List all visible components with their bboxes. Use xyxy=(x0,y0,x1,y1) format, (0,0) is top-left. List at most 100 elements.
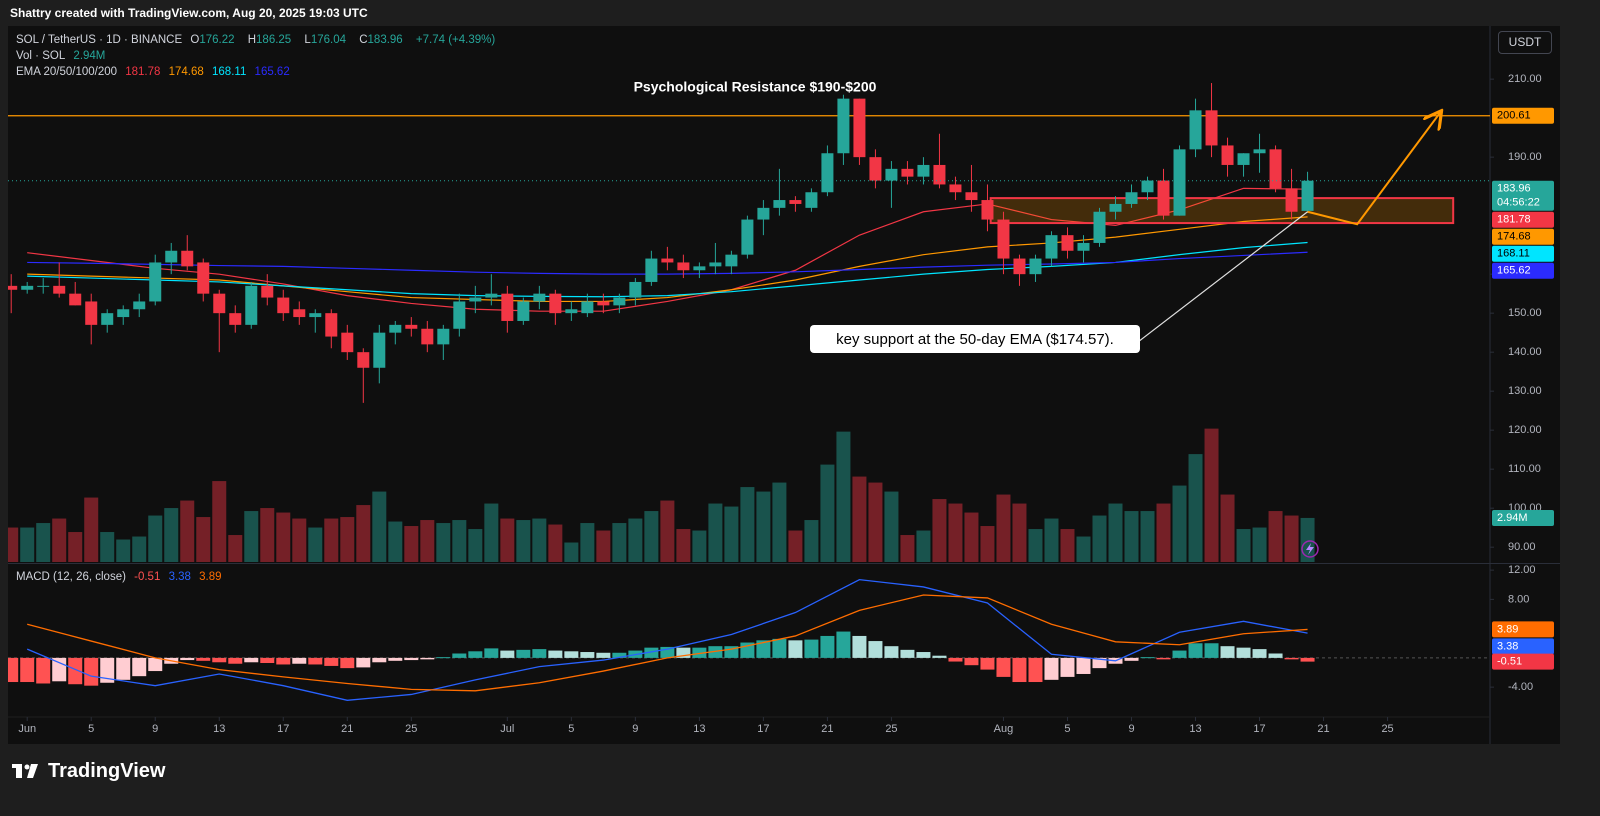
price-tag-label: 200.61 xyxy=(1497,110,1531,122)
candle-body xyxy=(357,352,370,368)
volume-bar xyxy=(724,506,739,562)
candle-body xyxy=(789,200,802,204)
macd-histogram-bar xyxy=(692,647,707,658)
macd-histogram-bar xyxy=(132,657,147,677)
symbol[interactable]: SOL / TetherUS · 1D · BINANCE xyxy=(16,34,183,46)
volume-bar xyxy=(1092,515,1107,562)
volume-bar xyxy=(708,503,723,562)
volume-bar xyxy=(1204,428,1219,562)
note-box xyxy=(810,325,1140,353)
macd-histogram-bar xyxy=(116,657,131,680)
volume-bar xyxy=(1060,529,1075,562)
macd-histogram-bar xyxy=(516,649,531,658)
volume-bar xyxy=(996,494,1011,562)
macd-histogram-bar xyxy=(36,657,51,684)
ema-value: 174.68 xyxy=(168,66,204,78)
ema-title[interactable]: EMA 20/50/100/200 xyxy=(16,66,118,78)
candle-body xyxy=(1173,149,1186,216)
candle-body xyxy=(741,219,754,255)
volume-title[interactable]: Vol · SOL xyxy=(16,50,66,62)
candle-body xyxy=(229,313,242,325)
volume-bar xyxy=(932,499,947,562)
volume-legend: Vol · SOL 2.94M xyxy=(16,50,110,62)
candle-body xyxy=(693,266,706,271)
macd-value: 3.38 xyxy=(168,571,191,583)
macd-histogram-bar xyxy=(660,646,675,658)
macd-histogram-bar xyxy=(340,657,355,669)
candle-body xyxy=(1093,211,1106,243)
macd-y-tick-label: 8.00 xyxy=(1508,593,1529,605)
volume-bar xyxy=(1156,503,1171,562)
macd-histogram-bar xyxy=(84,657,99,686)
candle-body xyxy=(245,285,258,325)
ohlc-letter: O xyxy=(190,34,200,46)
macd-histogram-bar xyxy=(564,651,579,658)
volume-bar xyxy=(436,523,451,562)
candle-body xyxy=(261,285,274,298)
candle-body xyxy=(53,285,66,294)
volume-bar xyxy=(740,487,755,562)
brand-name: TradingView xyxy=(48,760,166,782)
macd-histogram-bar xyxy=(1044,657,1059,680)
x-tick-label: 21 xyxy=(1317,723,1329,735)
note-pointer xyxy=(1133,211,1308,346)
price-tag xyxy=(1492,638,1554,655)
macd-histogram-bar xyxy=(980,657,995,670)
macd-histogram-bar xyxy=(404,657,419,661)
macd-histogram-bar xyxy=(708,646,723,658)
volume-bar xyxy=(644,511,659,562)
volume-bar xyxy=(692,530,707,562)
volume-bar xyxy=(900,535,915,562)
x-tick-label: 5 xyxy=(568,723,574,735)
candle-body xyxy=(1029,258,1042,275)
macd-histogram-bar xyxy=(20,657,35,683)
volume-bar xyxy=(772,482,787,562)
volume-tag-label: 2.94M xyxy=(1497,512,1528,524)
ohlc-value: 186.25 xyxy=(256,34,292,46)
x-tick-label: 9 xyxy=(152,723,158,735)
macd-histogram-bar xyxy=(1092,657,1107,669)
candle-body xyxy=(901,168,914,177)
candle-body xyxy=(1237,153,1250,165)
macd-histogram-bar xyxy=(1188,643,1203,658)
volume-tag xyxy=(1492,509,1554,526)
volume-bar xyxy=(820,464,835,562)
volume-bar xyxy=(660,500,675,562)
volume-bar xyxy=(1108,503,1123,562)
macd-histogram-bar xyxy=(1140,657,1155,659)
alert-icon[interactable] xyxy=(1301,540,1319,558)
candle-body xyxy=(549,293,562,314)
volume-bar xyxy=(1268,511,1283,562)
macd-histogram-bar xyxy=(68,657,83,685)
macd-histogram-bar xyxy=(260,657,275,664)
y-tick-label: 130.00 xyxy=(1508,385,1542,397)
candle-body xyxy=(965,192,978,201)
ohlc-value: 183.96 xyxy=(367,34,403,46)
volume-bar xyxy=(180,500,195,562)
volume-bar xyxy=(916,530,931,562)
volume-bar xyxy=(116,539,131,562)
volume-bar xyxy=(1300,517,1315,562)
currency-button[interactable]: USDT xyxy=(1498,31,1552,54)
candle-body xyxy=(805,192,818,208)
macd-histogram-bar xyxy=(292,657,307,664)
candle-body xyxy=(293,309,306,318)
macd-histogram-bar xyxy=(52,657,67,682)
ohlc-value: 176.04 xyxy=(310,34,347,46)
candle-body xyxy=(709,262,722,267)
candle-body xyxy=(773,200,786,208)
candle-body xyxy=(1045,235,1058,259)
candle-body xyxy=(389,324,402,333)
volume-bar xyxy=(948,503,963,562)
volume-bar xyxy=(788,530,803,562)
candle-body xyxy=(821,153,834,193)
candle-body xyxy=(421,328,434,345)
candle-body xyxy=(8,285,18,290)
volume-bar xyxy=(596,530,611,562)
macd-hist-value: -0.51 xyxy=(134,571,161,583)
volume-bar xyxy=(836,431,851,562)
price-tag xyxy=(1492,107,1554,124)
candle-body xyxy=(533,293,546,302)
candle-body xyxy=(1189,110,1202,150)
macd-title[interactable]: MACD (12, 26, close) xyxy=(16,571,126,583)
